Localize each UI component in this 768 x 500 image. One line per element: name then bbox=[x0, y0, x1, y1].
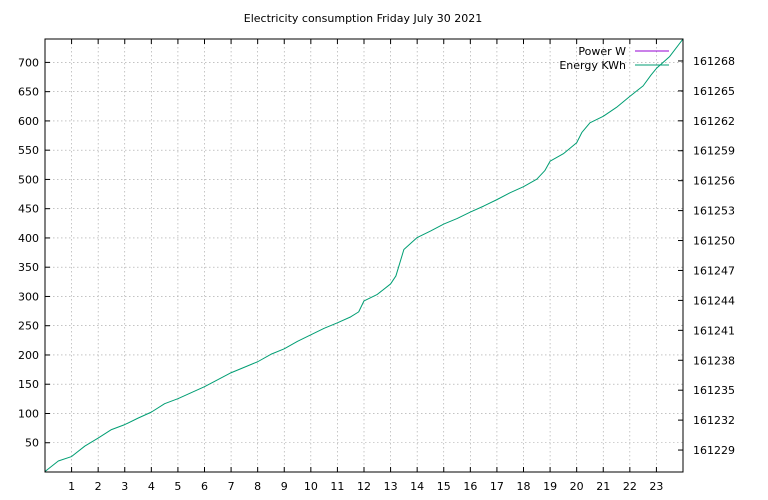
y2-tick-label: 161256 bbox=[693, 175, 735, 188]
x-tick-label: 17 bbox=[490, 480, 504, 493]
y2-tick-label: 161259 bbox=[693, 145, 735, 158]
x-tick-label: 4 bbox=[148, 480, 155, 493]
x-tick-label: 22 bbox=[623, 480, 637, 493]
y-tick-label: 550 bbox=[18, 144, 39, 157]
y2-tick-label: 161232 bbox=[693, 414, 735, 427]
x-tick-label: 13 bbox=[384, 480, 398, 493]
x-tick-label: 7 bbox=[228, 480, 235, 493]
series-line-1 bbox=[44, 38, 684, 472]
y-tick-label: 150 bbox=[18, 378, 39, 391]
y2-tick-label: 161241 bbox=[693, 324, 735, 337]
x-tick-label: 12 bbox=[357, 480, 371, 493]
y-tick-label: 100 bbox=[18, 407, 39, 420]
x-tick-label: 16 bbox=[463, 480, 477, 493]
y2-tick-label: 161268 bbox=[693, 55, 735, 68]
x-tick-label: 11 bbox=[330, 480, 344, 493]
y-tick-label: 500 bbox=[18, 173, 39, 186]
y2-tick-label: 161265 bbox=[693, 85, 735, 98]
y-tick-label: 650 bbox=[18, 86, 39, 99]
x-tick-label: 8 bbox=[254, 480, 261, 493]
y2-tick-label: 161238 bbox=[693, 354, 735, 367]
x-tick-label: 9 bbox=[281, 480, 288, 493]
y-tick-label: 300 bbox=[18, 290, 39, 303]
y-tick-label: 700 bbox=[18, 56, 39, 69]
chart-title: Electricity consumption Friday July 30 2… bbox=[244, 12, 482, 25]
grid-layer bbox=[45, 39, 683, 472]
y-tick-label: 450 bbox=[18, 203, 39, 216]
x-tick-label: 19 bbox=[543, 480, 557, 493]
y2-tick-label: 161262 bbox=[693, 115, 735, 128]
x-tick-label: 14 bbox=[410, 480, 424, 493]
y2-tick-label: 161250 bbox=[693, 235, 735, 248]
x-tick-label: 21 bbox=[596, 480, 610, 493]
x-tick-label: 18 bbox=[517, 480, 531, 493]
x-tick-label: 20 bbox=[570, 480, 584, 493]
y-tick-label: 400 bbox=[18, 232, 39, 245]
x-tick-label: 2 bbox=[95, 480, 102, 493]
x-tick-label: 3 bbox=[121, 480, 128, 493]
x-tick-label: 6 bbox=[201, 480, 208, 493]
y2-tick-label: 161235 bbox=[693, 384, 735, 397]
legend-label-1: Energy KWh bbox=[559, 59, 626, 72]
x-tick-label: 5 bbox=[174, 480, 181, 493]
y-tick-label: 50 bbox=[25, 437, 39, 450]
y-tick-label: 200 bbox=[18, 349, 39, 362]
y2-tick-label: 161244 bbox=[693, 294, 735, 307]
y2-tick-label: 161247 bbox=[693, 264, 735, 277]
ticks-layer: 1 2 3 4 5 6 7 8 9 10 11 12 13 14 15 16 17 18 19 20 21 22 23501… bbox=[18, 39, 735, 493]
series-layer bbox=[44, 38, 684, 472]
y2-tick-label: 161229 bbox=[693, 444, 735, 457]
legend-label-0: Power W bbox=[578, 45, 626, 58]
y-tick-label: 600 bbox=[18, 115, 39, 128]
x-tick-label: 23 bbox=[649, 480, 663, 493]
x-tick-label: 1 bbox=[68, 480, 75, 493]
x-tick-label: 10 bbox=[304, 480, 318, 493]
y2-tick-label: 161253 bbox=[693, 205, 735, 218]
y-tick-label: 250 bbox=[18, 320, 39, 333]
x-tick-label: 15 bbox=[437, 480, 451, 493]
y-tick-label: 350 bbox=[18, 261, 39, 274]
